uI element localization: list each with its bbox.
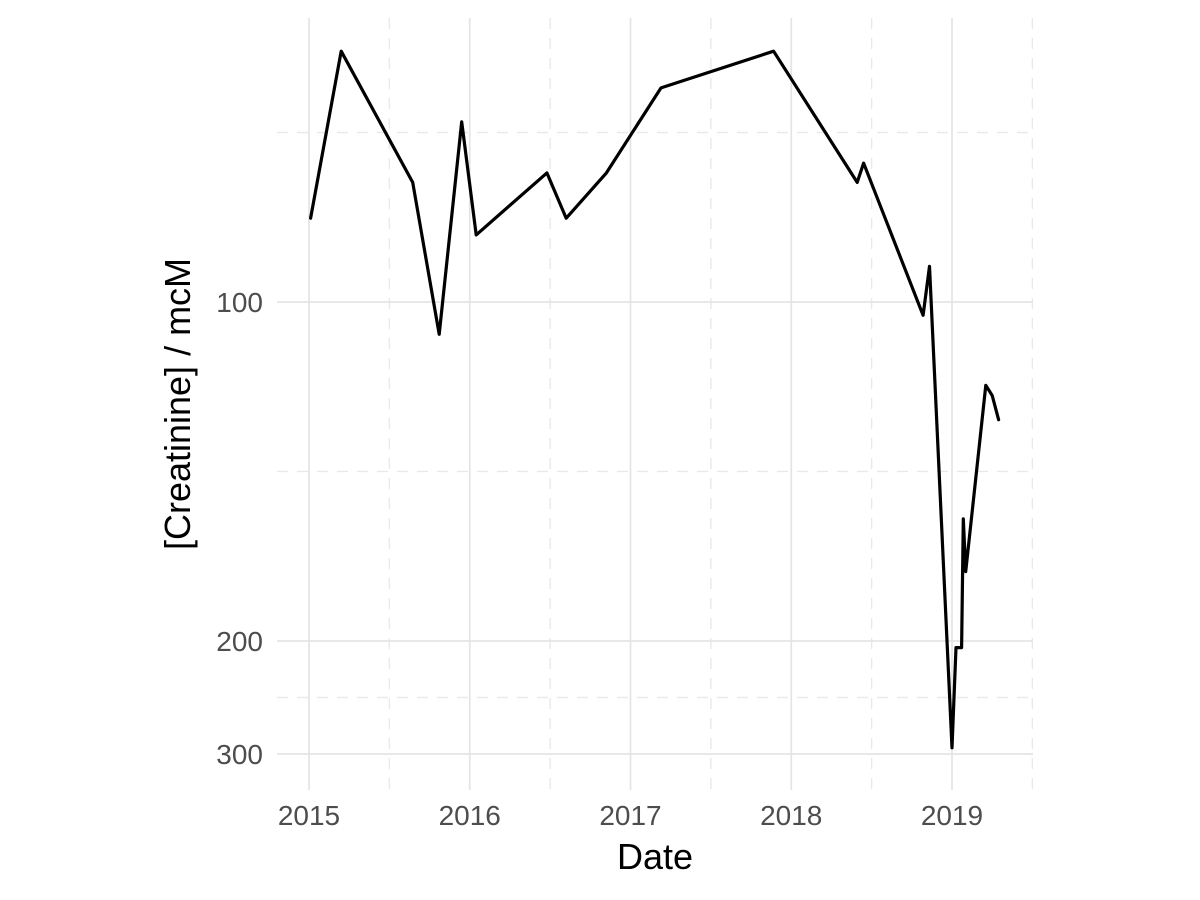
- x-tick-label: 2017: [599, 800, 661, 831]
- grid-major: [277, 18, 1033, 790]
- grid-minor: [277, 18, 1034, 790]
- x-tick-label: 2019: [921, 800, 983, 831]
- x-tick-label: 2016: [439, 800, 501, 831]
- x-tick-label: 2015: [278, 800, 340, 831]
- series-line: [309, 49, 1001, 750]
- x-tick-label: 2018: [760, 800, 822, 831]
- y-tick-labels: 100 200 300: [216, 287, 263, 770]
- y-tick-label: 100: [216, 287, 263, 318]
- y-axis-title: [Creatinine] / mcM: [157, 258, 198, 550]
- x-tick-labels: 2015 2016 2017 2018 2019: [278, 800, 983, 831]
- y-tick-label: 300: [216, 739, 263, 770]
- y-tick-label: 200: [216, 626, 263, 657]
- x-axis-title: Date: [617, 836, 693, 877]
